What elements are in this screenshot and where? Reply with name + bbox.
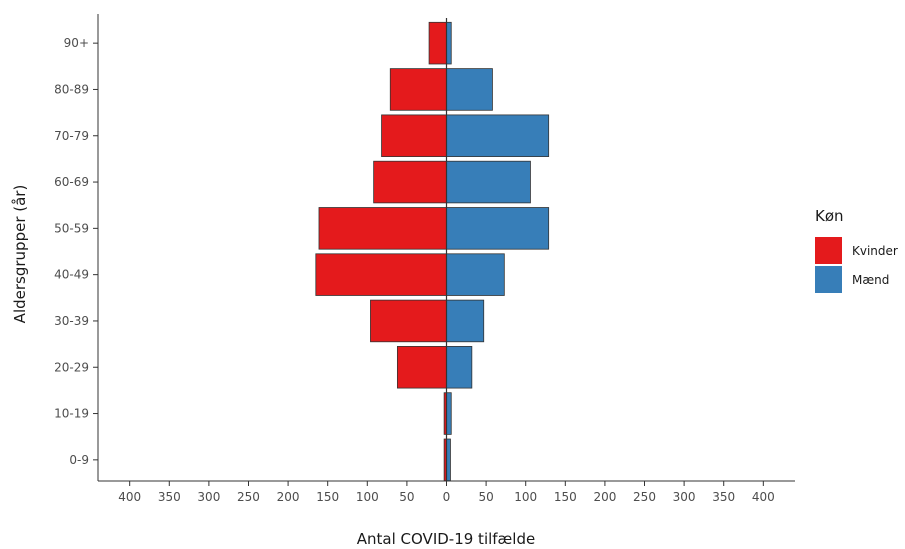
y-tick-label: 10-19: [54, 407, 89, 421]
y-axis-title: Aldersgrupper (år): [11, 185, 29, 324]
y-tick-label: 70-79: [54, 129, 89, 143]
bar-mænd-70-79: [446, 114, 550, 157]
bar-kvinder-80-89: [389, 68, 447, 111]
x-tick-label: 100: [356, 490, 379, 504]
x-tick-label: 100: [514, 490, 537, 504]
bar-kvinder-90+: [428, 21, 447, 65]
bar-mænd-20-29: [446, 346, 473, 389]
legend-label-kvinder: Kvinder: [852, 244, 898, 258]
legend-key-mænd: [815, 266, 842, 293]
x-tick-label: 400: [118, 490, 141, 504]
bar-mænd-90+: [446, 21, 452, 65]
legend: Køn Kvinder Mænd: [815, 207, 898, 293]
bar-mænd-60-69: [446, 160, 531, 204]
bar-kvinder-70-79: [381, 114, 447, 157]
x-tick-label: 200: [277, 490, 300, 504]
x-tick-label: 350: [158, 490, 181, 504]
x-tick-label: 50: [478, 490, 493, 504]
y-tick-label: 60-69: [54, 175, 89, 189]
legend-key-kvinder: [815, 237, 842, 264]
y-tick-label: 90+: [64, 36, 89, 50]
axes-layer: 400 350 300 250 200 150 100 50 0 50 100 150 200 250 30…: [54, 14, 795, 504]
bar-kvinder-50-59: [318, 207, 447, 250]
bar-mænd-10-19: [446, 392, 452, 435]
bar-kvinder-60-69: [373, 160, 447, 204]
x-tick-label: 400: [752, 490, 775, 504]
bar-kvinder-20-29: [396, 346, 447, 389]
legend-label-mænd: Mænd: [852, 273, 889, 287]
x-tick-label: 350: [712, 490, 735, 504]
x-tick-label: 200: [593, 490, 616, 504]
bar-mænd-40-49: [446, 253, 505, 296]
bar-kvinder-40-49: [315, 253, 447, 296]
y-tick-label: 50-59: [54, 221, 89, 235]
y-tick-label: 20-29: [54, 360, 89, 374]
x-tick-label: 0: [443, 490, 451, 504]
legend-title: Køn: [815, 207, 844, 225]
y-tick-label: 80-89: [54, 82, 89, 96]
x-tick-label: 150: [316, 490, 339, 504]
x-tick-label: 250: [633, 490, 656, 504]
bar-mænd-50-59: [446, 207, 550, 250]
y-tick-label: 40-49: [54, 268, 89, 282]
bar-mænd-30-39: [446, 299, 485, 343]
y-tick-label: 30-39: [54, 314, 89, 328]
x-tick-label: 250: [237, 490, 260, 504]
y-tick-label: 0-9: [69, 453, 89, 467]
x-axis-title: Antal COVID-19 tilfælde: [357, 530, 535, 548]
bar-kvinder-30-39: [370, 299, 447, 343]
x-tick-label: 150: [554, 490, 577, 504]
bars-layer: [315, 21, 550, 482]
x-tick-label: 300: [673, 490, 696, 504]
x-tick-label: 50: [399, 490, 414, 504]
x-tick-label: 300: [197, 490, 220, 504]
bar-mænd-80-89: [446, 68, 493, 111]
